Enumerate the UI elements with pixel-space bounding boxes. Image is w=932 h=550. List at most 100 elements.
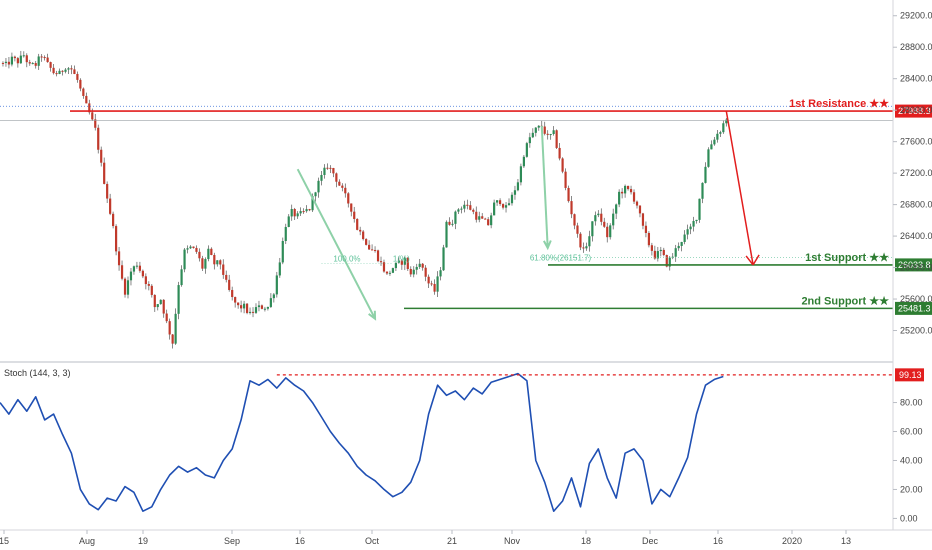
candle-body — [463, 204, 466, 209]
candle-body — [210, 248, 213, 255]
candle-body — [713, 139, 716, 145]
candle-body — [382, 262, 386, 272]
candle-body — [609, 225, 612, 238]
candle-body — [338, 181, 341, 186]
candle-body — [707, 149, 710, 167]
candle-body — [534, 127, 537, 133]
candle-body — [61, 70, 64, 72]
candle-body — [430, 283, 433, 285]
candle-body — [347, 193, 350, 204]
candle-body — [448, 221, 451, 225]
price-tick-label: 29200.00 — [900, 11, 932, 21]
candle-body — [162, 299, 165, 314]
candle-body — [564, 171, 567, 188]
candle-body — [487, 219, 490, 226]
candle-body — [403, 257, 406, 265]
candle-body — [308, 209, 311, 211]
candle-body — [725, 119, 728, 124]
candle-body — [412, 269, 415, 275]
candle-body — [555, 130, 558, 148]
candle-body — [311, 196, 314, 211]
candle-body — [498, 200, 502, 205]
stoch-title: Stoch (144, 3, 3) — [4, 368, 71, 378]
candle-body — [147, 284, 150, 286]
candle-body — [469, 205, 472, 210]
candle-body — [177, 285, 180, 314]
candle-body — [94, 119, 97, 128]
candle-body — [64, 69, 67, 72]
candle-body — [284, 226, 287, 242]
time-tick-label: 21 — [447, 536, 457, 546]
price-tick-label: 26800.00 — [900, 200, 932, 210]
candle-body — [31, 63, 34, 65]
time-tick-label: 16 — [295, 536, 305, 546]
candle-body — [320, 174, 323, 181]
candle-body — [424, 267, 427, 277]
candle-body — [7, 61, 11, 65]
candle-body — [314, 192, 317, 197]
candle-body — [123, 278, 127, 295]
price-tick-label: 28800.00 — [900, 42, 932, 52]
candle-body — [257, 305, 261, 308]
candle-body — [612, 213, 615, 226]
candle-body — [272, 294, 275, 299]
price-axis[interactable]: 29200.00 28800.00 28400.00 28000.00 27600.00… — [893, 11, 932, 336]
candle-body — [242, 303, 246, 309]
candle-body — [686, 229, 689, 235]
candle-body — [28, 62, 31, 64]
candle-body — [82, 88, 85, 96]
candle-body — [394, 262, 397, 269]
candle-body — [216, 260, 219, 265]
candle-body — [695, 219, 698, 222]
candle-body — [632, 192, 636, 202]
level-price-badge — [895, 104, 932, 118]
candle-body — [180, 269, 183, 286]
candle-body — [70, 68, 73, 70]
candle-body — [588, 236, 591, 247]
candle-body — [103, 162, 106, 184]
candle-body — [97, 127, 100, 150]
candle-body — [546, 133, 549, 135]
candle-body — [195, 247, 198, 252]
candle-body — [356, 218, 359, 230]
candle-body — [189, 246, 192, 249]
candle-body — [433, 283, 436, 292]
candle-body — [248, 311, 252, 313]
candle-body — [653, 250, 656, 259]
candle-body — [516, 182, 520, 191]
candle-body — [204, 259, 207, 269]
candle-body — [591, 221, 594, 237]
candle-body — [359, 229, 362, 232]
stoch-tick-label: 60.00 — [900, 427, 923, 437]
candle-body — [582, 247, 585, 249]
candle-body — [454, 211, 457, 224]
stoch-line — [0, 372, 724, 512]
candle-body — [478, 216, 481, 220]
candle-body — [451, 223, 454, 225]
candle-body — [513, 190, 517, 195]
candle-body — [362, 231, 365, 240]
stoch-value-badge-text: 99.13 — [899, 370, 922, 380]
candle-body — [156, 304, 159, 308]
stoch-pane: Stoch (144, 3, 3) 99.13 — [0, 368, 924, 512]
candle-body — [100, 149, 103, 163]
candle-body — [263, 308, 267, 310]
stoch-tick-label: 40.00 — [900, 455, 923, 465]
level-label: 1st Support ★★ — [805, 252, 889, 264]
projection-arrow-shaft — [725, 110, 754, 266]
candle-body — [126, 280, 130, 295]
time-tick-label: Oct — [365, 536, 380, 546]
candle-body — [269, 298, 272, 307]
candle-body — [496, 200, 499, 203]
time-axis[interactable]: 15 Aug 19 Sep 16 Oct 21 Nov 18 Dec 16 2020 13 — [0, 530, 851, 546]
candle-body — [650, 245, 653, 251]
level-price-badge — [895, 301, 932, 315]
candle-body — [168, 321, 171, 335]
candle-body — [260, 305, 264, 309]
candle-body — [79, 79, 82, 89]
price-tick-label: 26000.00 — [900, 263, 932, 273]
level-price-badge-text: 25481.3 — [898, 303, 931, 313]
candle-body — [439, 270, 442, 277]
stoch-axis[interactable]: 80.00 60.00 40.00 20.00 0.00 — [893, 398, 923, 524]
